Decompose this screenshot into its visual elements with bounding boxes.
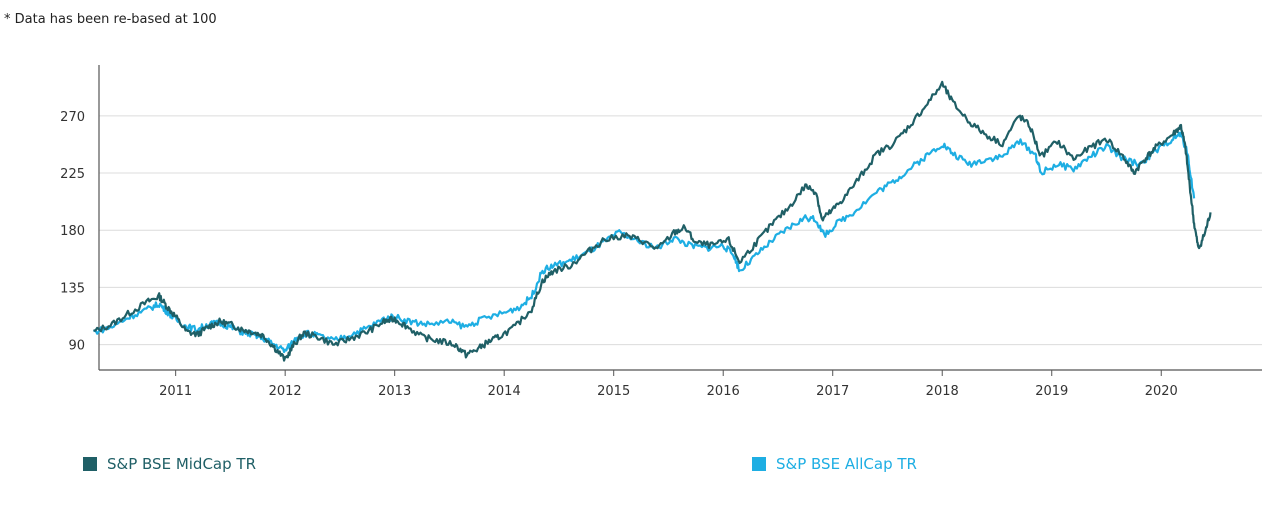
y-tick-135: 135 — [60, 281, 85, 296]
rebase-note: * Data has been re-based at 100 — [4, 12, 217, 27]
legend-label-midcap: S&P BSE MidCap TR — [107, 455, 256, 473]
x-tick-2017: 2017 — [816, 384, 849, 399]
legend-swatch-allcap — [752, 457, 766, 471]
y-tick-180: 180 — [60, 224, 85, 239]
x-tick-2012: 2012 — [269, 384, 302, 399]
y-tick-90: 90 — [68, 339, 85, 354]
y-tick-labels: 90 135 180 225 270 — [60, 110, 85, 354]
x-tick-labels: 2011 2012 2013 2014 2015 2016 2017 2018 2019 2020 — [159, 370, 1178, 399]
x-tick-2020: 2020 — [1145, 384, 1178, 399]
x-tick-2015: 2015 — [597, 384, 630, 399]
legend-label-allcap: S&P BSE AllCap TR — [776, 455, 917, 473]
axes — [98, 65, 1262, 371]
x-tick-2019: 2019 — [1035, 384, 1068, 399]
legend-item-allcap: S&P BSE AllCap TR — [752, 455, 917, 473]
x-tick-2011: 2011 — [159, 384, 192, 399]
x-tick-2018: 2018 — [926, 384, 959, 399]
x-tick-2013: 2013 — [378, 384, 411, 399]
x-tick-2014: 2014 — [488, 384, 521, 399]
y-tick-225: 225 — [60, 167, 85, 182]
series-lines — [93, 80, 1212, 362]
series-line-midcap — [93, 80, 1212, 362]
legend-item-midcap: S&P BSE MidCap TR — [83, 455, 256, 473]
y-tick-270: 270 — [60, 110, 85, 125]
legend-swatch-midcap — [83, 457, 97, 471]
x-tick-2016: 2016 — [707, 384, 740, 399]
